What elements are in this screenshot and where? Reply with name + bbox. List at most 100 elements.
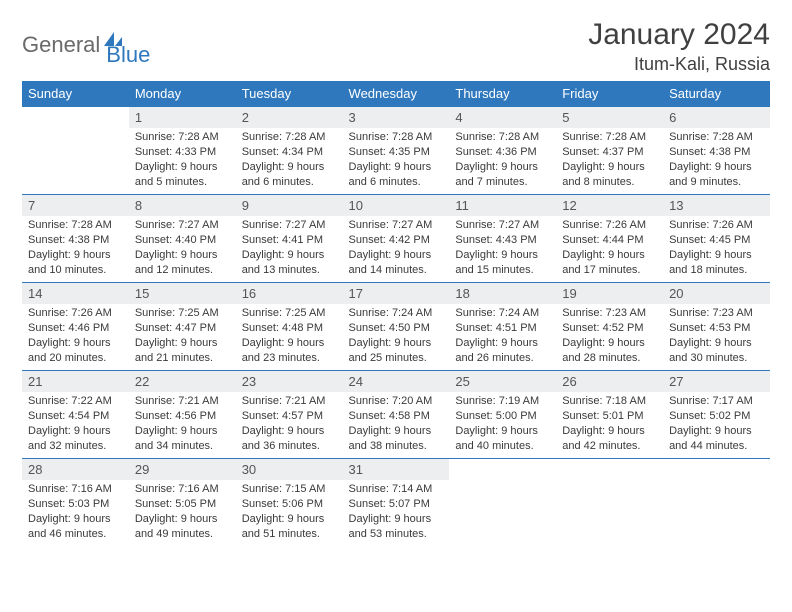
day-number: 6 (663, 107, 770, 128)
calendar-cell: 1Sunrise: 7:28 AMSunset: 4:33 PMDaylight… (129, 107, 236, 195)
day-number (556, 459, 663, 465)
day-number: 3 (343, 107, 450, 128)
calendar-cell: 8Sunrise: 7:27 AMSunset: 4:40 PMDaylight… (129, 195, 236, 283)
day-number: 18 (449, 283, 556, 304)
day-number: 14 (22, 283, 129, 304)
day-number: 7 (22, 195, 129, 216)
calendar-cell: 17Sunrise: 7:24 AMSunset: 4:50 PMDayligh… (343, 283, 450, 371)
day-detail: Sunrise: 7:26 AMSunset: 4:45 PMDaylight:… (663, 216, 770, 281)
calendar-cell (449, 459, 556, 547)
calendar-cell (556, 459, 663, 547)
day-detail: Sunrise: 7:23 AMSunset: 4:53 PMDaylight:… (663, 304, 770, 369)
day-number: 23 (236, 371, 343, 392)
weekday-header: Wednesday (343, 81, 450, 107)
day-detail: Sunrise: 7:27 AMSunset: 4:41 PMDaylight:… (236, 216, 343, 281)
calendar-cell: 7Sunrise: 7:28 AMSunset: 4:38 PMDaylight… (22, 195, 129, 283)
header: General Blue January 2024 Itum-Kali, Rus… (22, 18, 770, 75)
weekday-header: Friday (556, 81, 663, 107)
day-number: 12 (556, 195, 663, 216)
weekday-header: Monday (129, 81, 236, 107)
day-detail: Sunrise: 7:28 AMSunset: 4:36 PMDaylight:… (449, 128, 556, 193)
day-detail: Sunrise: 7:21 AMSunset: 4:57 PMDaylight:… (236, 392, 343, 457)
day-detail: Sunrise: 7:16 AMSunset: 5:05 PMDaylight:… (129, 480, 236, 545)
weekday-header: Thursday (449, 81, 556, 107)
calendar-cell: 24Sunrise: 7:20 AMSunset: 4:58 PMDayligh… (343, 371, 450, 459)
day-number: 21 (22, 371, 129, 392)
day-detail: Sunrise: 7:25 AMSunset: 4:47 PMDaylight:… (129, 304, 236, 369)
calendar-cell (663, 459, 770, 547)
day-detail: Sunrise: 7:26 AMSunset: 4:44 PMDaylight:… (556, 216, 663, 281)
day-number: 20 (663, 283, 770, 304)
day-number: 8 (129, 195, 236, 216)
calendar-week-row: 21Sunrise: 7:22 AMSunset: 4:54 PMDayligh… (22, 371, 770, 459)
calendar-cell: 26Sunrise: 7:18 AMSunset: 5:01 PMDayligh… (556, 371, 663, 459)
calendar-week-row: 14Sunrise: 7:26 AMSunset: 4:46 PMDayligh… (22, 283, 770, 371)
calendar-week-row: 1Sunrise: 7:28 AMSunset: 4:33 PMDaylight… (22, 107, 770, 195)
calendar-cell: 2Sunrise: 7:28 AMSunset: 4:34 PMDaylight… (236, 107, 343, 195)
day-detail: Sunrise: 7:16 AMSunset: 5:03 PMDaylight:… (22, 480, 129, 545)
day-detail: Sunrise: 7:21 AMSunset: 4:56 PMDaylight:… (129, 392, 236, 457)
day-detail: Sunrise: 7:28 AMSunset: 4:35 PMDaylight:… (343, 128, 450, 193)
day-detail: Sunrise: 7:24 AMSunset: 4:51 PMDaylight:… (449, 304, 556, 369)
day-detail: Sunrise: 7:27 AMSunset: 4:42 PMDaylight:… (343, 216, 450, 281)
calendar-week-row: 7Sunrise: 7:28 AMSunset: 4:38 PMDaylight… (22, 195, 770, 283)
day-number: 31 (343, 459, 450, 480)
location: Itum-Kali, Russia (588, 54, 770, 75)
day-number: 24 (343, 371, 450, 392)
calendar-cell: 28Sunrise: 7:16 AMSunset: 5:03 PMDayligh… (22, 459, 129, 547)
day-number: 16 (236, 283, 343, 304)
month-title: January 2024 (588, 18, 770, 52)
calendar-cell (22, 107, 129, 195)
calendar-cell: 25Sunrise: 7:19 AMSunset: 5:00 PMDayligh… (449, 371, 556, 459)
day-detail: Sunrise: 7:28 AMSunset: 4:37 PMDaylight:… (556, 128, 663, 193)
day-detail: Sunrise: 7:17 AMSunset: 5:02 PMDaylight:… (663, 392, 770, 457)
day-number: 13 (663, 195, 770, 216)
day-detail: Sunrise: 7:26 AMSunset: 4:46 PMDaylight:… (22, 304, 129, 369)
day-number: 15 (129, 283, 236, 304)
day-detail: Sunrise: 7:19 AMSunset: 5:00 PMDaylight:… (449, 392, 556, 457)
calendar-cell: 22Sunrise: 7:21 AMSunset: 4:56 PMDayligh… (129, 371, 236, 459)
day-detail: Sunrise: 7:27 AMSunset: 4:40 PMDaylight:… (129, 216, 236, 281)
calendar-cell: 10Sunrise: 7:27 AMSunset: 4:42 PMDayligh… (343, 195, 450, 283)
calendar-cell: 15Sunrise: 7:25 AMSunset: 4:47 PMDayligh… (129, 283, 236, 371)
calendar-cell: 13Sunrise: 7:26 AMSunset: 4:45 PMDayligh… (663, 195, 770, 283)
calendar-cell: 16Sunrise: 7:25 AMSunset: 4:48 PMDayligh… (236, 283, 343, 371)
day-detail: Sunrise: 7:20 AMSunset: 4:58 PMDaylight:… (343, 392, 450, 457)
day-detail: Sunrise: 7:28 AMSunset: 4:33 PMDaylight:… (129, 128, 236, 193)
title-block: January 2024 Itum-Kali, Russia (588, 18, 770, 75)
calendar-cell: 12Sunrise: 7:26 AMSunset: 4:44 PMDayligh… (556, 195, 663, 283)
day-number: 25 (449, 371, 556, 392)
day-detail: Sunrise: 7:14 AMSunset: 5:07 PMDaylight:… (343, 480, 450, 545)
calendar-cell: 11Sunrise: 7:27 AMSunset: 4:43 PMDayligh… (449, 195, 556, 283)
calendar-cell: 18Sunrise: 7:24 AMSunset: 4:51 PMDayligh… (449, 283, 556, 371)
calendar-cell: 27Sunrise: 7:17 AMSunset: 5:02 PMDayligh… (663, 371, 770, 459)
day-number: 5 (556, 107, 663, 128)
calendar-cell: 14Sunrise: 7:26 AMSunset: 4:46 PMDayligh… (22, 283, 129, 371)
day-number: 2 (236, 107, 343, 128)
day-detail: Sunrise: 7:25 AMSunset: 4:48 PMDaylight:… (236, 304, 343, 369)
day-detail: Sunrise: 7:24 AMSunset: 4:50 PMDaylight:… (343, 304, 450, 369)
weekday-header: Tuesday (236, 81, 343, 107)
day-detail: Sunrise: 7:22 AMSunset: 4:54 PMDaylight:… (22, 392, 129, 457)
day-number: 30 (236, 459, 343, 480)
calendar-cell: 29Sunrise: 7:16 AMSunset: 5:05 PMDayligh… (129, 459, 236, 547)
day-number: 27 (663, 371, 770, 392)
day-detail: Sunrise: 7:27 AMSunset: 4:43 PMDaylight:… (449, 216, 556, 281)
weekday-header: Sunday (22, 81, 129, 107)
day-number: 11 (449, 195, 556, 216)
calendar-cell: 21Sunrise: 7:22 AMSunset: 4:54 PMDayligh… (22, 371, 129, 459)
day-number: 9 (236, 195, 343, 216)
day-number: 22 (129, 371, 236, 392)
day-number: 29 (129, 459, 236, 480)
calendar-cell: 23Sunrise: 7:21 AMSunset: 4:57 PMDayligh… (236, 371, 343, 459)
calendar-cell: 19Sunrise: 7:23 AMSunset: 4:52 PMDayligh… (556, 283, 663, 371)
day-number: 26 (556, 371, 663, 392)
calendar-table: SundayMondayTuesdayWednesdayThursdayFrid… (22, 81, 770, 547)
day-detail: Sunrise: 7:15 AMSunset: 5:06 PMDaylight:… (236, 480, 343, 545)
day-number (22, 107, 129, 113)
day-detail: Sunrise: 7:28 AMSunset: 4:38 PMDaylight:… (22, 216, 129, 281)
logo-word2: Blue (106, 42, 150, 68)
day-detail: Sunrise: 7:28 AMSunset: 4:38 PMDaylight:… (663, 128, 770, 193)
day-number: 4 (449, 107, 556, 128)
weekday-header: Saturday (663, 81, 770, 107)
